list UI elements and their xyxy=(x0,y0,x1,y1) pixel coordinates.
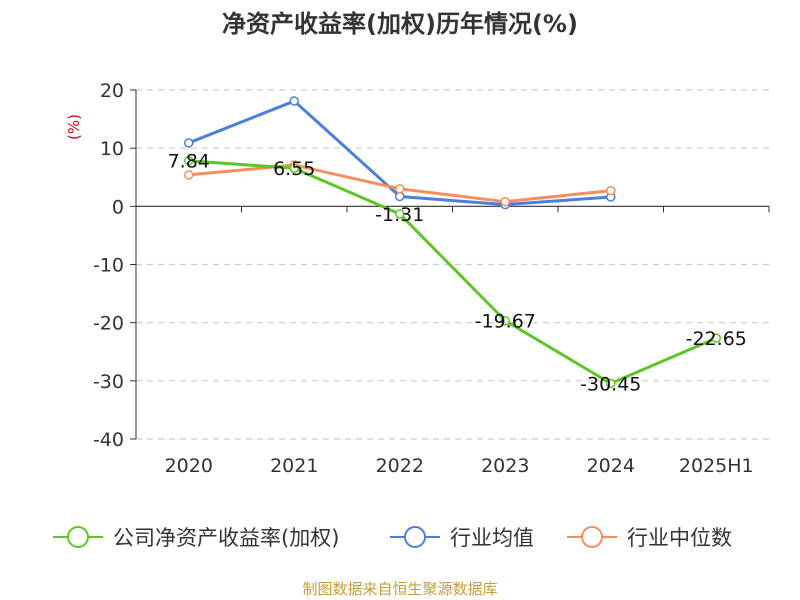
legend-marker xyxy=(581,526,603,548)
legend-marker xyxy=(404,526,426,548)
data-label: -19.67 xyxy=(475,311,536,333)
series-point-0 xyxy=(500,315,510,326)
data-label: 6.55 xyxy=(273,158,315,180)
y-tick-label: 0 xyxy=(112,196,124,218)
data-label: -22.65 xyxy=(686,328,747,350)
series-point-2 xyxy=(500,196,510,207)
x-tick-label: 2024 xyxy=(587,455,635,477)
series-point-0 xyxy=(395,209,405,219)
y-tick-label: -40 xyxy=(93,429,124,451)
source-note: 制图数据来自恒生聚源数据库 xyxy=(302,580,497,598)
y-tick-label: -10 xyxy=(93,255,124,277)
data-label: -30.45 xyxy=(580,373,641,395)
series-point-2 xyxy=(184,170,194,180)
axes: 20 10 0 -10 -20 -30 -40 2020 2021 2022 2023 2024 202… xyxy=(93,80,770,477)
x-tick-label: 2022 xyxy=(376,455,424,477)
x-tick-label: 2025H1 xyxy=(679,455,754,477)
series-point-0 xyxy=(711,333,721,343)
series-point-0 xyxy=(606,378,616,389)
legend-label: 行业均值 xyxy=(450,526,534,550)
y-tick-label: -30 xyxy=(93,371,124,393)
series-point-1 xyxy=(184,138,194,148)
series-layer: 7.84 6.55 -1.31 -19.67 -30.45 -22.65 xyxy=(168,96,747,395)
gridlines xyxy=(136,89,769,440)
series-point-0 xyxy=(289,163,299,173)
y-axis-label: (%) xyxy=(65,114,83,140)
y-tick-label: 20 xyxy=(100,80,124,102)
x-tick-label: 2020 xyxy=(165,455,213,477)
legend-label: 行业中位数 xyxy=(627,526,732,550)
series-point-1 xyxy=(289,96,299,106)
series-point-2 xyxy=(606,185,616,196)
y-tick-label: -20 xyxy=(93,313,124,335)
x-tick-label: 2023 xyxy=(481,455,529,477)
legend-label: 公司净资产收益率(加权) xyxy=(113,526,339,550)
legend: 公司净资产收益率(加权) 行业均值 行业中位数 xyxy=(53,526,732,550)
series-point-2 xyxy=(395,184,405,194)
data-label: -1.31 xyxy=(375,204,424,226)
data-label: 7.84 xyxy=(168,151,210,173)
legend-marker xyxy=(67,526,89,548)
series-point-0 xyxy=(184,155,194,166)
chart-title: 净资产收益率(加权)历年情况(%) xyxy=(222,10,578,38)
series-point-1 xyxy=(395,191,405,202)
series-line-0 xyxy=(188,159,717,385)
y-tick-label: 10 xyxy=(100,138,124,160)
x-tick-label: 2021 xyxy=(270,455,318,477)
